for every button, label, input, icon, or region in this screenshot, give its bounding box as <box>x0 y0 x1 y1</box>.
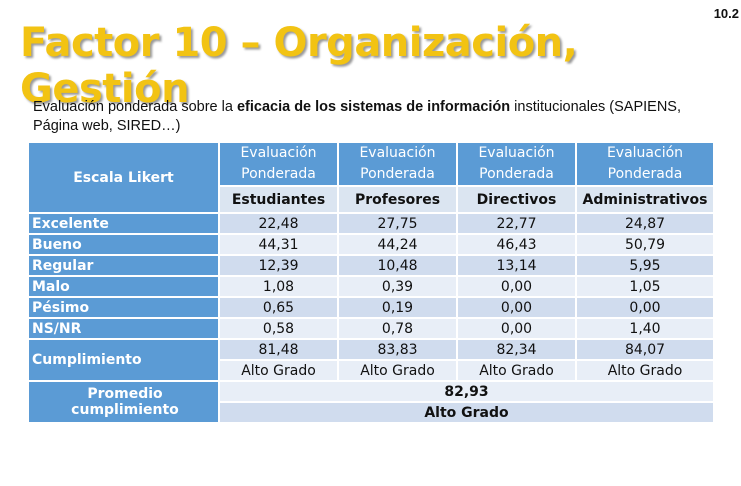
table-row: Regular 12,39 10,48 13,14 5,95 <box>27 254 715 277</box>
table-cell: 0,00 <box>456 296 577 319</box>
table-cell: 46,43 <box>456 233 577 256</box>
table-cell: 83,83 <box>337 338 458 361</box>
description: Evaluación ponderada sobre la eficacia d… <box>33 98 698 136</box>
table-cell: 44,24 <box>337 233 458 256</box>
table-cell: 0,58 <box>218 317 339 340</box>
table-cell: 82,93 <box>218 380 715 403</box>
table-cell: Escala Likert <box>27 141 220 214</box>
table-cell: 0,39 <box>337 275 458 298</box>
slide-number: 10.2 <box>713 6 739 21</box>
table-cell: Alto Grado <box>456 359 577 382</box>
table-cell: Malo <box>27 275 220 298</box>
table-cell: 0,65 <box>218 296 339 319</box>
table-cell: 0,78 <box>337 317 458 340</box>
table-cell: Evaluación Ponderada <box>456 141 577 187</box>
table-cell: Excelente <box>27 212 220 235</box>
table-cell: Evaluación Ponderada <box>337 141 458 187</box>
table-row: Escala Likert Evaluación Ponderada Evaluac… <box>27 141 715 214</box>
table-cell: 10,48 <box>337 254 458 277</box>
table-row: Pésimo 0,65 0,19 0,00 0,00 <box>27 296 715 319</box>
table-cell: Administrativos <box>575 185 715 214</box>
table-row: Estudiantes Profesores Directivos Administr… <box>28 185 715 214</box>
table-cell: 82,34 <box>456 338 577 361</box>
text: eficacia de los sistemas de información <box>236 99 511 115</box>
table-cell: Promedio cumplimiento <box>27 380 220 424</box>
table-cell: 84,07 <box>575 338 715 361</box>
text: institucionales (SAPIENS, Página web, SI… <box>33 99 682 134</box>
table-cell: 12,39 <box>218 254 339 277</box>
text: Evaluación ponderada sobre la <box>33 99 237 115</box>
table-cell: Alto Grado <box>575 359 715 382</box>
table-row: Excelente 22,48 27,75 22,77 24,87 <box>27 212 715 235</box>
table-cell: NS/NR <box>27 317 220 340</box>
table-cell: Pésimo <box>27 296 220 319</box>
table-cell: 0,00 <box>575 296 715 319</box>
table-cell: 27,75 <box>337 212 458 235</box>
table-cell: Regular <box>27 254 220 277</box>
table-cell: 81,48 <box>218 338 339 361</box>
table-row: Bueno 44,31 44,24 46,43 50,79 <box>27 233 715 256</box>
table-cell: 13,14 <box>456 254 577 277</box>
table-cell: 44,31 <box>218 233 339 256</box>
table-cell: 22,48 <box>218 212 339 235</box>
table-cell: Profesores <box>337 185 458 214</box>
table-cell: Estudiantes <box>218 185 339 214</box>
table-cell: 1,40 <box>575 317 715 340</box>
table-row: Alto Grado Alto Grado Alto Grado Alto Grado <box>28 359 715 382</box>
table-cell: Evaluación Ponderada <box>575 141 715 187</box>
table-cell: Directivos <box>456 185 577 214</box>
table-cell: 0,00 <box>456 275 577 298</box>
table-row: NS/NR 0,58 0,78 0,00 1,40 <box>27 317 715 340</box>
table-cell: Alto Grado <box>218 359 339 382</box>
table-row: Malo 1,08 0,39 0,00 1,05 <box>27 275 715 298</box>
table-cell: 22,77 <box>456 212 577 235</box>
table-cell: Alto Grado <box>337 359 458 382</box>
table-cell: 1,08 <box>218 275 339 298</box>
table-cell: 0,19 <box>337 296 458 319</box>
table-row: Promedio cumplimiento 82,93 <box>27 380 715 424</box>
table-cell: Bueno <box>27 233 220 256</box>
table-row: Cumplimiento 81,48 83,83 82,34 84,07 <box>27 338 715 382</box>
table-cell: 50,79 <box>575 233 715 256</box>
table: Escala Likert Evaluación Ponderada Evaluac… <box>27 141 715 424</box>
table-cell: Cumplimiento <box>27 338 220 382</box>
table-cell: 5,95 <box>575 254 715 277</box>
table-cell: Evaluación Ponderada <box>218 141 339 187</box>
table-cell: 24,87 <box>575 212 715 235</box>
table-cell: 1,05 <box>575 275 715 298</box>
table-row: Alto Grado <box>28 401 715 424</box>
table-cell: 0,00 <box>456 317 577 340</box>
table-cell: Alto Grado <box>218 401 715 424</box>
title: Factor 10 – Organización, Gestión <box>20 20 578 112</box>
